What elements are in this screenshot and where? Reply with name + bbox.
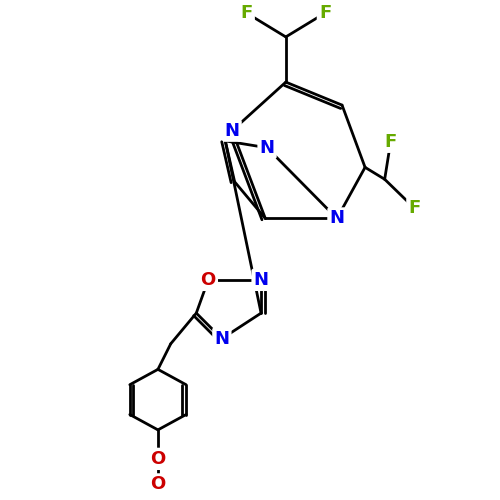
Text: N: N <box>260 138 274 156</box>
Text: F: F <box>240 4 252 22</box>
Text: O: O <box>150 476 166 494</box>
Text: F: F <box>408 200 420 218</box>
Text: O: O <box>200 271 216 289</box>
Text: N: N <box>214 330 230 347</box>
Text: F: F <box>319 4 331 22</box>
Text: N: N <box>330 210 344 228</box>
Text: F: F <box>384 133 397 151</box>
Text: N: N <box>254 271 268 289</box>
Text: O: O <box>150 450 166 468</box>
Text: N: N <box>224 122 240 140</box>
